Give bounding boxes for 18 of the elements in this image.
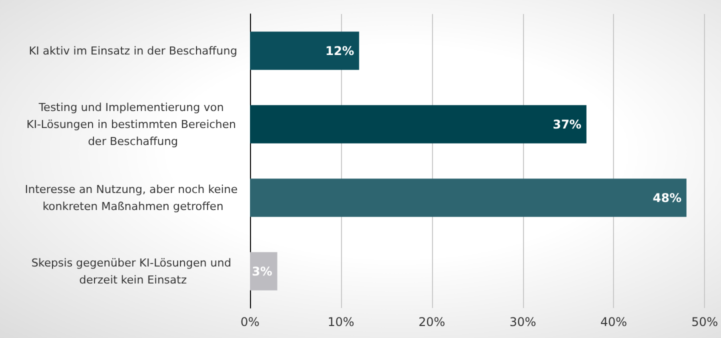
y-tick-label: Interesse an Nutzung, aber noch keine konkreten Maßnahmen getroffen bbox=[24, 182, 242, 213]
data-label: 12% bbox=[325, 44, 354, 58]
y-tick-label: KI aktiv im Einsatz in der Beschaffung bbox=[28, 44, 238, 58]
x-tick-label: 0% bbox=[240, 315, 260, 329]
x-tick-label: 50% bbox=[691, 315, 718, 329]
x-tick-label: 40% bbox=[600, 315, 628, 329]
data-label: 37% bbox=[552, 117, 582, 132]
bar bbox=[250, 252, 278, 290]
data-label: 3% bbox=[252, 264, 272, 278]
bar bbox=[250, 178, 686, 217]
y-tick-label: Testing und Implementierung von KI-Lösungen in bestimmten Bereichen der Beschaffung bbox=[26, 100, 240, 148]
x-tick-label: 30% bbox=[509, 315, 536, 329]
bar bbox=[250, 105, 586, 144]
bar bbox=[250, 32, 360, 70]
x-tick-label: 10% bbox=[328, 315, 354, 329]
x-tick-label: 20% bbox=[418, 315, 446, 329]
data-label: 48% bbox=[652, 190, 682, 205]
y-tick-label: Skepsis gegenüber KI-Lösungen und derzeit kein Einsatz bbox=[31, 256, 235, 286]
